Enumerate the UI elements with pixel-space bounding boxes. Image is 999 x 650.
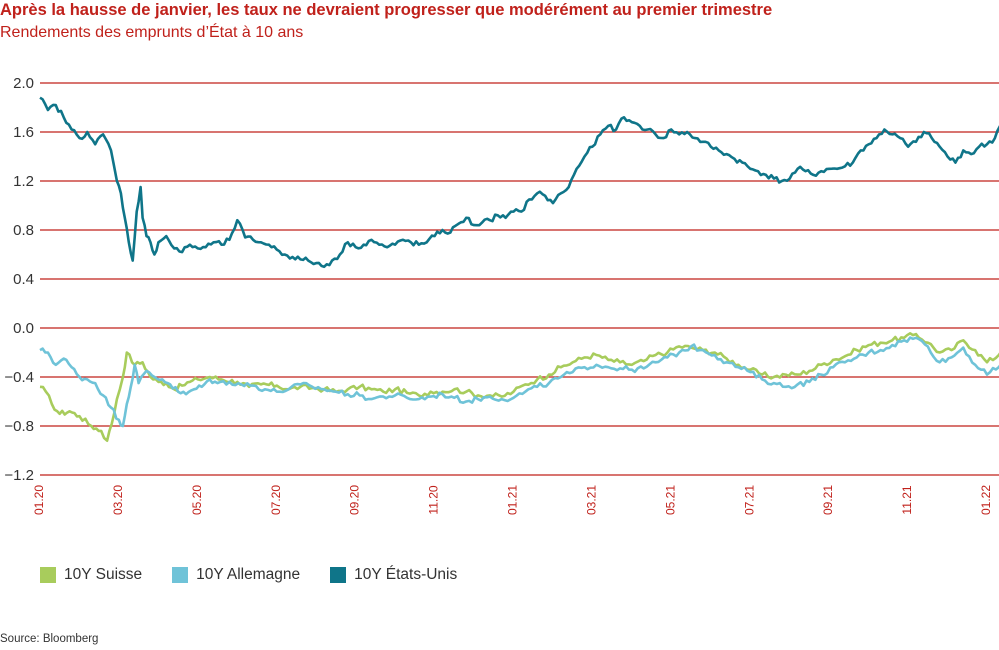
y-tick-label: 0.8 [13, 222, 34, 239]
legend: 10Y Suisse 10Y Allemagne 10Y États-Unis [40, 566, 487, 584]
y-tick-label: −1.2 [4, 467, 34, 484]
y-tick-label: 0.4 [13, 271, 34, 288]
x-tick-label: 11.20 [427, 485, 441, 514]
source-note: Source: Bloomberg [0, 633, 99, 645]
legend-swatch-usa [330, 567, 347, 583]
x-tick-label: 09.20 [348, 485, 362, 515]
legend-label-usa: 10Y États-Unis [354, 566, 458, 583]
x-tick-label: 01.22 [979, 485, 993, 515]
x-tick-label: 07.20 [269, 485, 283, 515]
legend-swatch-allemagne [172, 567, 189, 583]
series-line-allemagne [39, 336, 999, 428]
x-tick-label: 05.21 [663, 485, 677, 515]
chart-subtitle: Rendements des emprunts d’État à 10 ans [0, 24, 304, 41]
legend-label-allemagne: 10Y Allemagne [196, 566, 301, 583]
x-tick-label: 11.21 [900, 485, 914, 514]
legend-label-suisse: 10Y Suisse [64, 566, 143, 583]
line-chart: 2.0 1.6 1.2 0.8 0.4 0.0 −0.4 −0.8 −1.201.20 03.20… [4, 75, 999, 515]
x-tick-label: 07.21 [742, 485, 756, 515]
series-line-usa [39, 96, 999, 269]
chart-title: Après la hausse de janvier, les taux ne … [0, 1, 773, 19]
x-tick-label: 03.20 [111, 485, 125, 515]
y-tick-label: −0.4 [4, 369, 34, 386]
y-tick-label: 1.2 [13, 173, 34, 190]
legend-swatch-suisse [40, 567, 56, 583]
x-tick-label: 01.21 [506, 485, 520, 515]
y-tick-label: −0.8 [4, 418, 34, 435]
x-tick-label: 03.21 [584, 485, 598, 515]
y-tick-label: 0.0 [13, 320, 34, 337]
y-tick-label: 2.0 [13, 75, 34, 92]
x-tick-label: 01.20 [32, 485, 46, 515]
y-tick-label: 1.6 [13, 124, 34, 141]
x-tick-label: 09.21 [821, 485, 835, 515]
legend-item-suisse: 10Y Suisse [40, 566, 142, 584]
legend-item-allemagne: 10Y Allemagne [172, 566, 300, 584]
x-tick-label: 05.20 [190, 485, 204, 515]
series-line-suisse [39, 332, 999, 442]
legend-item-usa: 10Y États-Unis [330, 566, 457, 584]
